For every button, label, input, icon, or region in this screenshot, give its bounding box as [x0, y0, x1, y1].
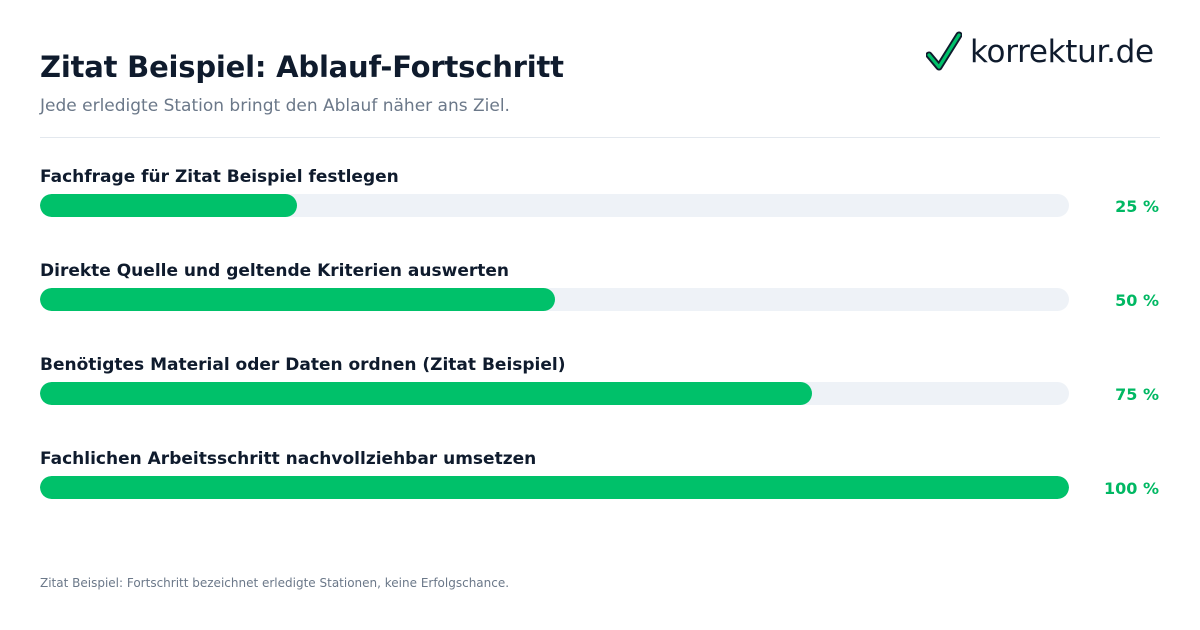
progress-track — [40, 476, 1069, 499]
progress-percent-label: 100 % — [1104, 479, 1159, 498]
progress-percent-label: 50 % — [1115, 291, 1159, 310]
brand-name: korrektur.de — [970, 34, 1154, 70]
progress-row: Fachfrage für Zitat Beispiel festlegen 25… — [40, 165, 1160, 259]
progress-row-label: Fachlichen Arbeitsschritt nachvollziehba… — [40, 449, 537, 469]
progress-row: Benötigtes Material oder Daten ordnen (Z… — [40, 353, 1160, 447]
progress-bar — [40, 194, 297, 217]
progress-row-label: Fachfrage für Zitat Beispiel festlegen — [40, 167, 399, 187]
checkmark-icon — [926, 31, 962, 71]
progress-row-label: Direkte Quelle und geltende Kriterien au… — [40, 261, 509, 281]
progress-percent-label: 75 % — [1115, 385, 1159, 404]
brand-logo[interactable]: korrektur.de — [926, 30, 1154, 74]
progress-track — [40, 382, 1069, 405]
progress-row: Direkte Quelle und geltende Kriterien au… — [40, 259, 1160, 353]
progress-bar — [40, 382, 812, 405]
page-title: Zitat Beispiel: Ablauf-Fortschritt — [40, 50, 564, 84]
progress-track — [40, 288, 1069, 311]
progress-bar — [40, 288, 555, 311]
footnote: Zitat Beispiel: Fortschritt bezeichnet e… — [40, 576, 510, 590]
progress-row: Fachlichen Arbeitsschritt nachvollziehba… — [40, 447, 1160, 541]
progress-track — [40, 194, 1069, 217]
progress-bar — [40, 476, 1069, 499]
page-subtitle: Jede erledigte Station bringt den Ablauf… — [40, 96, 510, 116]
progress-percent-label: 25 % — [1115, 197, 1159, 216]
header-divider — [40, 137, 1160, 138]
progress-row-label: Benötigtes Material oder Daten ordnen (Z… — [40, 355, 566, 375]
progress-chart: Fachfrage für Zitat Beispiel festlegen 25… — [40, 165, 1160, 541]
